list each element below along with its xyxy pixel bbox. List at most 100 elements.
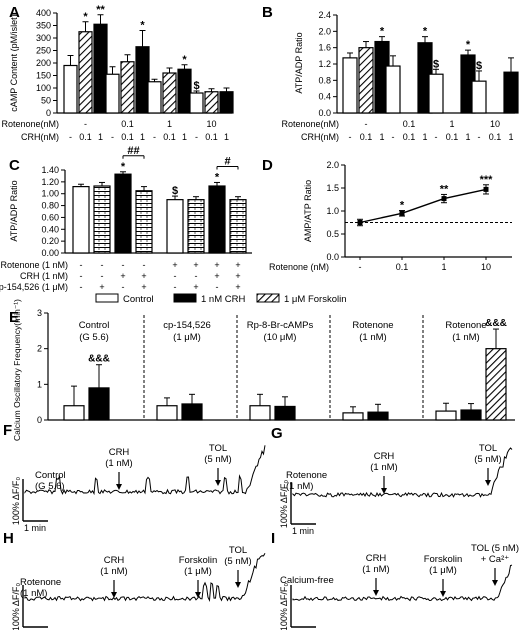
group-subtitle: (G 5.6) [79, 332, 109, 343]
x-tick-label: - [359, 262, 362, 272]
bar [204, 91, 219, 114]
group-label: 1 [422, 132, 427, 142]
y-tick-label: 100 [36, 83, 51, 93]
y-tick-label: 0.0 [326, 252, 339, 262]
y-tick-label: 0.40 [41, 224, 59, 234]
comparison-label: # [224, 155, 230, 167]
treatment-mark: + [235, 282, 240, 292]
series-line [359, 188, 487, 224]
trace-annotation: Forskolin [179, 555, 218, 566]
trace-annotation: (1 nM) [370, 462, 397, 473]
calcium-trace [292, 564, 513, 602]
group-label: 1 [140, 132, 145, 142]
treatment-mark: - [195, 271, 198, 281]
calcium-trace [24, 552, 266, 602]
group-label: 0.1 [403, 119, 416, 129]
y-tick-label: 350 [36, 21, 51, 31]
group-label: 0.1 [205, 132, 218, 142]
trace-annotation: Forskolin [424, 554, 463, 565]
y-tick-label: 2.0 [318, 26, 331, 36]
arrow-head [215, 480, 221, 486]
trace-annotation: (1 nM) [20, 588, 47, 599]
bar [342, 57, 358, 114]
bar [166, 199, 184, 254]
significance-mark: &&& [88, 354, 110, 365]
treatment-mark: - [216, 282, 219, 292]
bar [229, 199, 247, 254]
y-axis-title: Calcium Oscillatory Frequency(min⁻¹) [12, 299, 22, 441]
row-label: CRH(nM) [301, 132, 339, 142]
panel-label: H [3, 530, 14, 547]
treatment-mark: + [214, 271, 219, 281]
bar [187, 199, 205, 254]
bar [63, 405, 85, 421]
arrow-head [485, 480, 491, 486]
group-label: - [153, 132, 156, 142]
y-tick-label: 1.0 [326, 206, 339, 216]
group-title: Control [79, 320, 110, 331]
trace-annotation: TOL [209, 443, 227, 454]
y-tick-label: 2.0 [326, 160, 339, 170]
treatment-mark: + [214, 260, 219, 270]
significance-mark: * [423, 26, 428, 38]
group-title: Rp-8-Br-cAMPs [247, 320, 314, 331]
y-tick-label: 0.4 [318, 92, 331, 102]
significance-mark: * [380, 26, 385, 38]
data-point [483, 186, 489, 192]
panel-label: A [9, 4, 20, 21]
significance-mark: $ [172, 185, 178, 197]
significance-mark: * [182, 54, 187, 66]
bar [249, 405, 271, 421]
group-label: 1 [224, 132, 229, 142]
group-label: 0.1 [403, 132, 416, 142]
panel-label: B [262, 4, 273, 21]
bar [78, 31, 93, 114]
row-label: Rotenone (1 nM) [0, 260, 68, 270]
group-label: - [478, 132, 481, 142]
trace-annotation: (1 nM) [105, 458, 132, 469]
significance-mark: &&& [485, 318, 507, 329]
significance-mark: ** [96, 4, 105, 16]
treatment-mark: + [235, 260, 240, 270]
group-label: 1 [182, 132, 187, 142]
y-tick-label: 1.2 [318, 59, 331, 69]
group-label: 1 [449, 119, 454, 129]
bar [156, 405, 178, 421]
legend-label: Control [123, 294, 154, 305]
bar [114, 173, 132, 254]
y-tick-label: 200 [36, 58, 51, 68]
group-label: 10 [206, 119, 216, 129]
y-tick-label: 2 [37, 344, 42, 354]
y-tick-label: 0.60 [41, 212, 59, 222]
trace-annotation: (5 nM) [204, 454, 231, 465]
legend-swatch [173, 293, 197, 303]
trace-annotation: (1 nM) [362, 564, 389, 575]
trace-annotation: (G 5.6) [35, 481, 65, 492]
y-tick-label: 0.80 [41, 201, 59, 211]
y-tick-label: 300 [36, 33, 51, 43]
row-label: CRH(nM) [21, 132, 59, 142]
group-label: 1 [379, 132, 384, 142]
group-label: - [69, 132, 72, 142]
arrow-head [373, 590, 379, 596]
group-title: Rotenone [445, 320, 486, 331]
significance-mark: * [140, 20, 145, 32]
panel-label: E [9, 309, 19, 326]
group-label: 0.1 [360, 132, 373, 142]
treatment-mark: - [101, 260, 104, 270]
panel-label: D [262, 157, 273, 174]
y-axis-title: AMP/ATP Ratio [303, 180, 313, 242]
comparison-label: ## [127, 145, 139, 157]
group-label: 1 [98, 132, 103, 142]
x-tick-label: 1 [441, 262, 446, 272]
bar [189, 92, 204, 114]
trace-annotation: (1 μM) [184, 566, 212, 577]
y-tick-label: 0.0 [318, 108, 331, 118]
panel-label: G [271, 425, 283, 442]
treatment-mark: + [141, 271, 146, 281]
legend-swatch [95, 293, 119, 303]
arrow-head [492, 580, 498, 586]
bar [120, 61, 135, 114]
treatment-mark: - [174, 282, 177, 292]
panel-label: C [9, 157, 20, 174]
